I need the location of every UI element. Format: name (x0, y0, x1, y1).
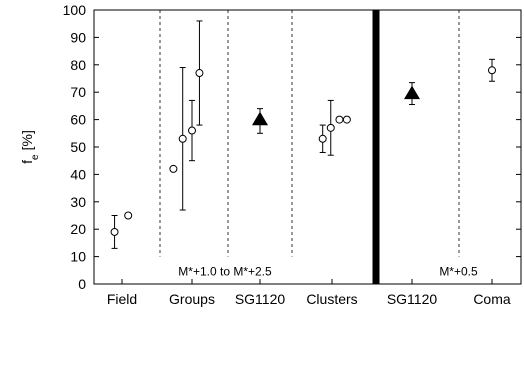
plot-area (93, 9, 522, 285)
y-tick-label: 10 (70, 249, 86, 265)
y-axis-label-subscript: e (30, 154, 41, 160)
y-tick-label: 0 (78, 276, 86, 292)
x-tick-label: SG1120 (387, 291, 438, 307)
y-tick-label: 90 (70, 29, 86, 45)
y-tick-label: 70 (70, 84, 86, 100)
y-tick-label: 30 (70, 194, 86, 210)
circle-marker (169, 164, 178, 173)
y-ticks: 0 10 20 30 40 50 60 70 80 90 100 (63, 2, 521, 292)
annotation-left: M*+1.0 to M*+2.5 (178, 265, 272, 279)
x-tick-label: Clusters (306, 291, 357, 307)
circle-marker (188, 126, 196, 135)
separators (159, 10, 460, 284)
circle-marker (178, 134, 187, 143)
circle-marker (124, 211, 133, 220)
y-tick-label: 50 (70, 139, 86, 155)
circle-marker (195, 69, 204, 78)
y-tick-label: 60 (70, 112, 86, 128)
x-ticks: Field Groups SG1120 Clusters SG1120 Coma (107, 279, 511, 307)
circle-marker (335, 115, 344, 124)
x-tick-label: Field (107, 291, 137, 307)
circle-marker (488, 66, 496, 75)
x-tick-label: SG1120 (235, 291, 286, 307)
circle-marker (110, 227, 119, 236)
data-marks (110, 20, 496, 249)
x-tick-label: Coma (473, 291, 511, 307)
y-tick-label: 80 (70, 57, 86, 73)
y-axis-label-main: f (19, 160, 35, 164)
y-tick-label: 100 (63, 2, 87, 18)
y-tick-label: 20 (70, 221, 86, 237)
annotation-right: M*+0.5 (439, 265, 478, 279)
circle-marker (318, 134, 327, 143)
circle-marker (326, 123, 335, 132)
circle-marker (342, 115, 351, 124)
plot-frame (93, 9, 522, 285)
triangle-marker (404, 85, 420, 100)
y-axis-label-unit: [%] (19, 130, 35, 150)
y-axis-label: fe [%] (19, 130, 41, 164)
x-tick-label: Groups (169, 291, 215, 307)
y-tick-label: 40 (70, 166, 86, 182)
triangle-marker (252, 111, 268, 126)
